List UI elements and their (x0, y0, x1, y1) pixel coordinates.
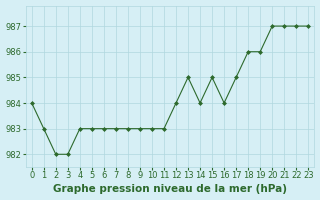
X-axis label: Graphe pression niveau de la mer (hPa): Graphe pression niveau de la mer (hPa) (53, 184, 287, 194)
